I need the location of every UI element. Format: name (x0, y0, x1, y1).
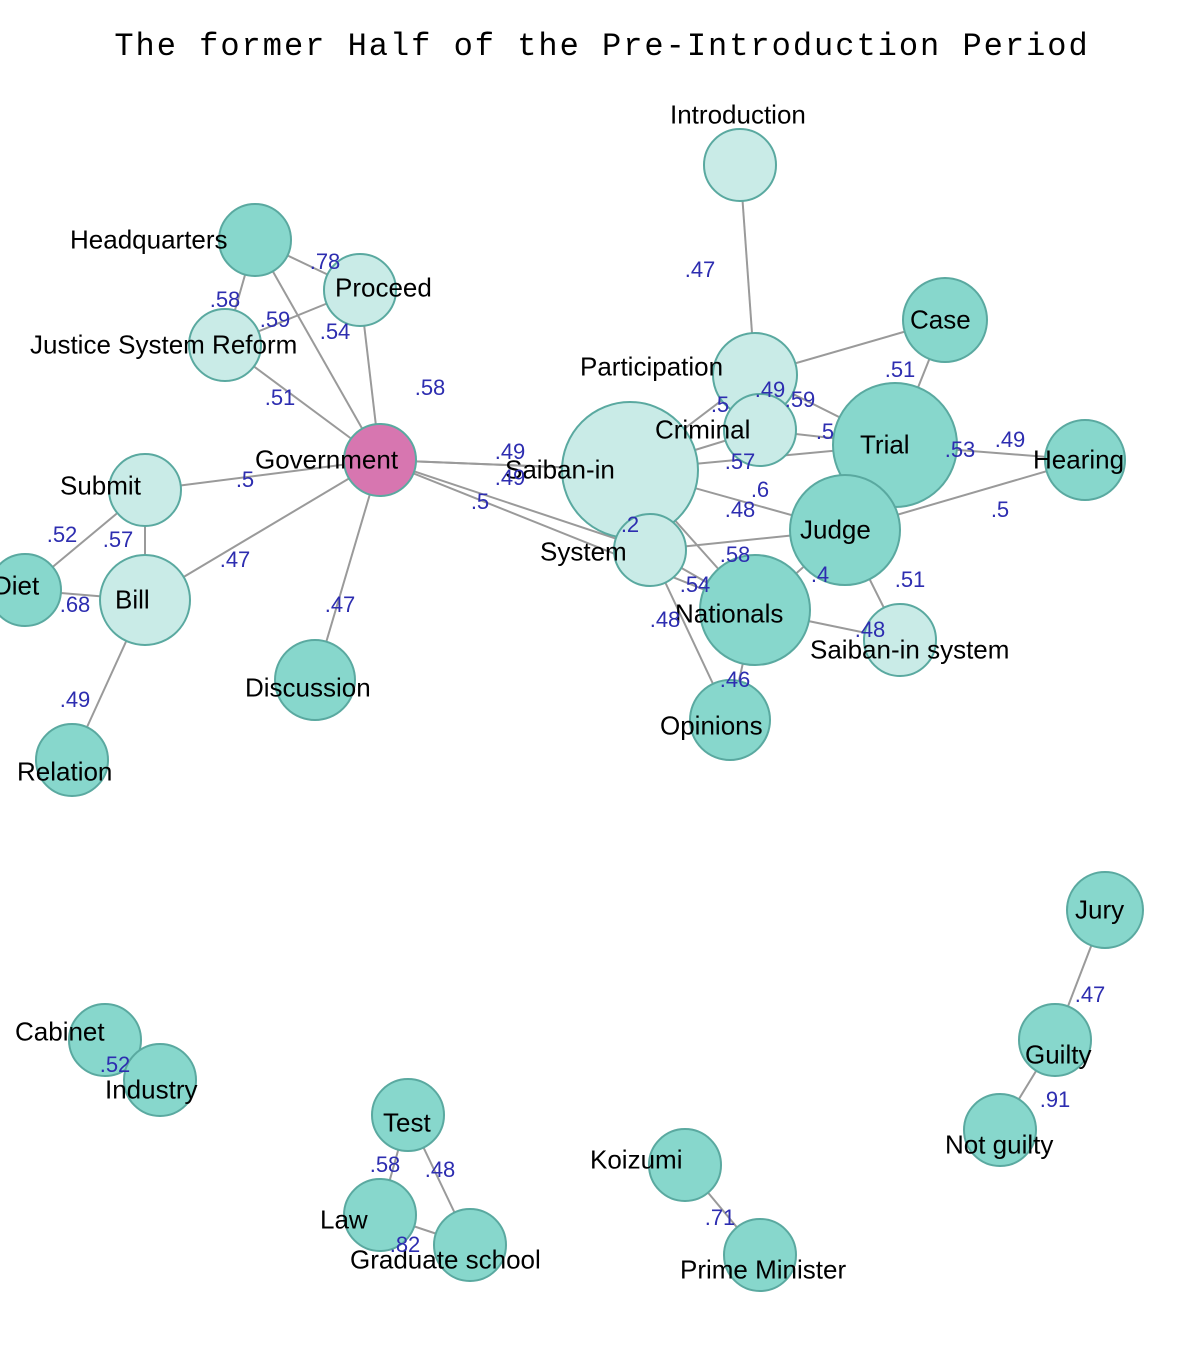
edge-weight: .52 (47, 522, 78, 548)
edge-weight: .48 (650, 607, 681, 633)
node-label-submit: Submit (60, 471, 141, 502)
edge-weight: .5 (816, 419, 834, 445)
edge-weight: .58 (720, 542, 751, 568)
node-label-nationals: Nationals (675, 599, 783, 630)
edge-weight: .51 (895, 567, 926, 593)
edge-weight: .54 (680, 572, 711, 598)
node-label-saibanin_sys: Saiban-in system (810, 635, 1009, 666)
edge-weight: .49 (495, 439, 526, 465)
node-headquarters (219, 204, 291, 276)
edge-weight: .4 (811, 562, 829, 588)
edge-weight: .57 (103, 527, 134, 553)
node-label-government: Government (255, 445, 398, 476)
node-label-case: Case (910, 305, 971, 336)
edge-weight: .58 (210, 287, 241, 313)
node-label-relation: Relation (17, 757, 112, 788)
edge-weight: .52 (100, 1052, 131, 1078)
edge-weight: .71 (705, 1205, 736, 1231)
node-label-industry: Industry (105, 1075, 198, 1106)
edge-weight: .5 (471, 489, 489, 515)
edge-weight: .54 (320, 319, 351, 345)
edge-weight: .51 (265, 385, 296, 411)
node-introduction (704, 129, 776, 201)
node-label-participation: Participation (580, 352, 723, 383)
node-label-system: System (540, 537, 627, 568)
edge-weight: .68 (60, 592, 91, 618)
node-label-koizumi: Koizumi (590, 1145, 682, 1176)
edge-weight: .59 (785, 387, 816, 413)
node-label-grad_school: Graduate school (350, 1245, 541, 1276)
node-label-law: Law (320, 1205, 368, 1236)
node-label-hearing: Hearing (1033, 445, 1124, 476)
node-label-opinions: Opinions (660, 711, 763, 742)
node-label-cabinet: Cabinet (15, 1017, 105, 1048)
edge-weight: .49 (60, 687, 91, 713)
node-label-proceed: Proceed (335, 273, 432, 304)
edge-weight: .47 (685, 257, 716, 283)
node-label-criminal: Criminal (655, 415, 750, 446)
node-label-guilty: Guilty (1025, 1040, 1091, 1071)
edge-weight: .58 (415, 375, 446, 401)
node-label-judge: Judge (800, 515, 871, 546)
edge-weight: .47 (220, 547, 251, 573)
edge-weight: .59 (260, 307, 291, 333)
node-label-jury: Jury (1075, 895, 1124, 926)
edge-weight: .51 (885, 357, 916, 383)
edge-weight: .2 (621, 512, 639, 538)
node-label-trial: Trial (860, 430, 910, 461)
edge-weight: .48 (425, 1157, 456, 1183)
edge-weight: .5 (236, 467, 254, 493)
edge-weight: .48 (725, 497, 756, 523)
node-label-discussion: Discussion (245, 673, 371, 704)
node-label-introduction: Introduction (670, 100, 806, 131)
node-label-bill: Bill (115, 585, 150, 616)
node-label-jsr: Justice System Reform (30, 330, 297, 361)
edge-weight: .46 (720, 667, 751, 693)
node-label-headquarters: Headquarters (70, 225, 228, 256)
edge-weight: .5 (991, 497, 1009, 523)
network-diagram: The former Half of the Pre-Introduction … (0, 0, 1204, 1363)
edge-weight: .49 (495, 465, 526, 491)
edge-weight: .91 (1040, 1087, 1071, 1113)
edge-weight: .82 (390, 1232, 421, 1258)
edge-weight: .53 (945, 437, 976, 463)
edge-weight: .47 (1075, 982, 1106, 1008)
edge-weight: .78 (310, 249, 341, 275)
edge-weight: .49 (755, 377, 786, 403)
node-label-diet: Diet (0, 571, 39, 602)
node-label-prime_minister: Prime Minister (680, 1255, 846, 1286)
edge-weight: .58 (370, 1152, 401, 1178)
edge-weight: .5 (711, 392, 729, 418)
edge-weight: .49 (995, 427, 1026, 453)
node-label-not_guilty: Not guilty (945, 1130, 1053, 1161)
node-label-test: Test (383, 1108, 431, 1139)
edge-weight: .48 (855, 617, 886, 643)
edge-weight: .57 (725, 449, 756, 475)
edge-weight: .47 (325, 592, 356, 618)
